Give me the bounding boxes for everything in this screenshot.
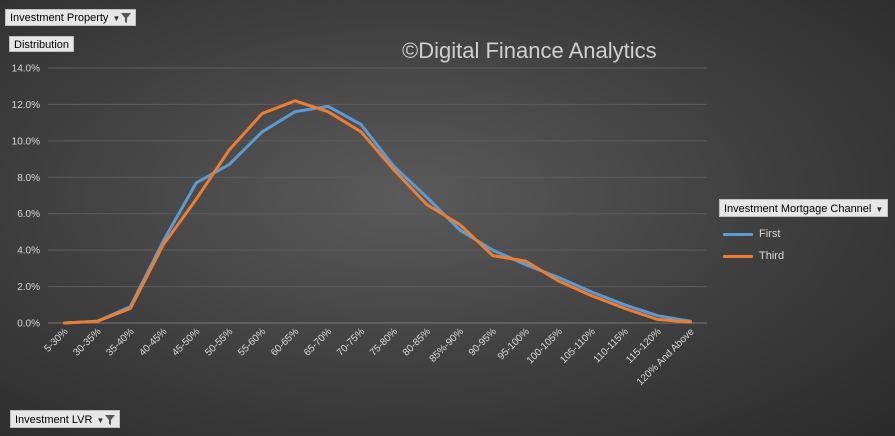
data-point-first [260,130,264,133]
investment-property-filter-label: Investment Property [10,12,109,24]
y-tick-label: 0.0% [17,319,40,330]
legend-item-first[interactable]: First [721,223,784,245]
y-tick-label: 8.0% [17,173,40,184]
data-point-first [656,314,659,317]
data-point-third [689,320,692,324]
dropdown-arrow-icon: ▼ [112,14,121,23]
data-point-third [524,259,527,263]
data-point-third [63,321,66,325]
data-point-third [458,223,462,226]
x-tick-label: 35-40% [104,326,136,358]
data-point-third [392,168,396,172]
x-tick-label: 105-110% [558,326,598,366]
data-point-third [96,319,99,323]
y-tick-label: 4.0% [17,246,40,257]
data-point-first [195,181,198,184]
data-point-first [623,303,626,306]
investment-mortgage-channel-filter-label: Investment Mortgage Channel [724,203,872,215]
x-tick-label: 85%-90% [428,326,467,365]
chart-gridlines [48,67,707,324]
data-point-third [195,197,198,201]
y-tick-label: 6.0% [17,209,40,220]
data-point-first [392,165,396,168]
x-tick-label: 60-65% [269,326,301,358]
y-axis-tick-labels: 0.0% 2.0% 4.0% 6.0% 8.0% 10.0% 12.0% 14.0% [12,64,40,330]
data-point-first [458,228,462,232]
data-point-first [228,163,231,166]
data-point-first [425,196,429,199]
x-tick-label: 90-95% [467,326,499,358]
x-tick-label: 120% And Above [635,326,697,388]
x-tick-label: 55-60% [236,326,268,358]
investment-mortgage-channel-filter-button[interactable]: Investment Mortgage Channel ▼ [719,199,889,217]
x-tick-label: 5-30% [42,326,70,354]
investment-lvr-filter-button[interactable]: Investment LVR ▼ [10,410,121,428]
filter-funnel-icon [105,415,116,426]
x-tick-label: 45-50% [170,326,202,358]
data-point-first [590,290,593,294]
x-tick-label: 100-105% [525,326,565,366]
x-tick-label: 75-80% [368,326,400,358]
x-tick-label: 70-75% [335,326,367,358]
series-lines [63,99,692,325]
data-point-third [623,307,626,310]
investment-property-filter-button[interactable]: Investment Property ▼ [5,9,137,26]
filter-funnel-icon [121,13,132,24]
chart-legend: First Third [721,223,784,267]
y-tick-label: 12.0% [12,100,40,111]
x-axis-tick-labels: 5-30% 30-35% 35-40% 40-45% 45-50% 50-55% 55-60… [42,326,697,388]
dropdown-arrow-icon: ▼ [875,205,884,214]
data-point-first [524,263,527,266]
data-point-third [293,99,297,102]
data-point-third [228,148,231,152]
x-tick-label: 80-85% [401,326,433,358]
legend-item-third[interactable]: Third [721,245,784,267]
y-tick-label: 14.0% [12,64,40,75]
data-point-third [162,243,165,246]
data-point-third [260,112,264,115]
x-tick-label: 50-55% [203,326,235,358]
investment-lvr-filter-label: Investment LVR [15,414,93,426]
x-tick-label: 65-70% [302,326,334,358]
legend-swatch [723,254,753,258]
y-tick-label: 10.0% [12,136,40,147]
data-point-first [326,105,330,108]
distribution-field-label: Distribution [14,39,70,51]
data-point-first [293,110,297,113]
distribution-field-button[interactable]: Distribution [9,36,75,52]
data-point-third [557,279,560,283]
legend-label: Third [759,250,785,262]
legend-swatch [723,232,753,236]
data-point-third [425,203,429,206]
data-point-first [359,123,363,126]
series-line-first [63,104,692,325]
data-point-first [491,248,495,252]
series-line-third [63,99,692,325]
x-tick-label: 40-45% [137,326,169,358]
data-point-third [326,110,330,113]
data-point-third [359,130,363,133]
data-point-third [656,318,659,321]
x-tick-label: 30-35% [71,326,103,358]
dropdown-arrow-icon: ▼ [96,416,105,425]
legend-label: First [759,228,781,240]
watermark-text: ©Digital Finance Analytics [402,38,657,63]
data-point-first [557,276,560,279]
data-point-third [129,307,132,310]
y-tick-label: 2.0% [17,282,40,293]
data-point-third [491,254,495,257]
data-point-third [590,294,593,297]
